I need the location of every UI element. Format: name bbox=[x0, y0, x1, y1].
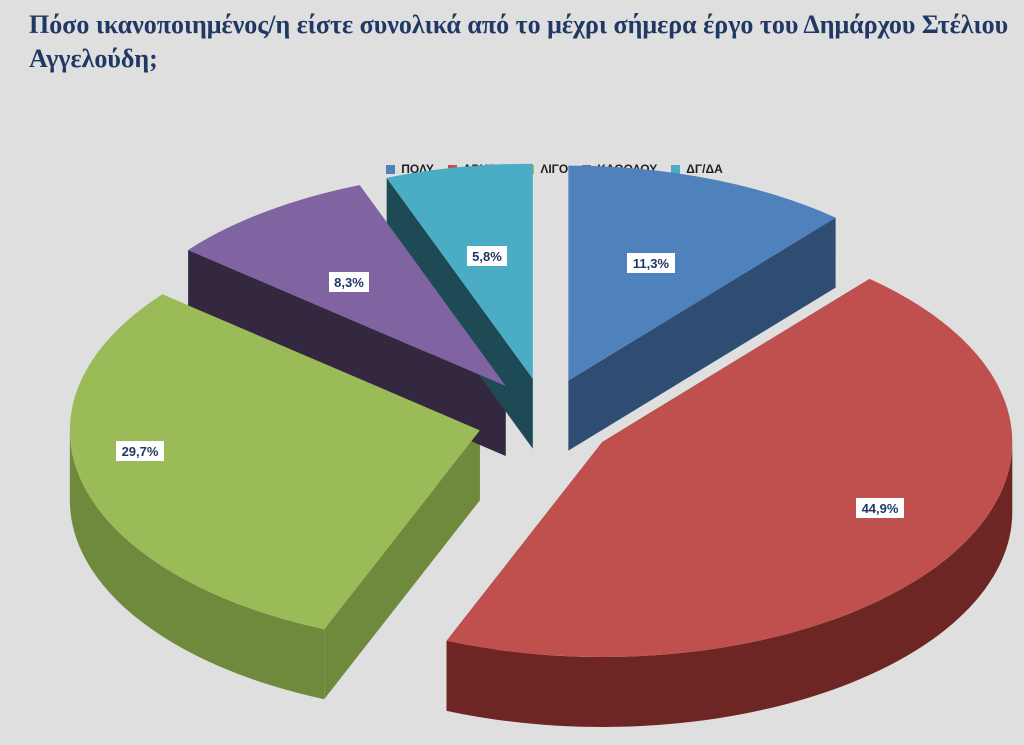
data-label: 5,8% bbox=[472, 249, 502, 264]
data-label-box bbox=[467, 246, 507, 266]
data-labels: 11,3% 44,9% 29,7% 8,3% 5,8% bbox=[116, 246, 904, 518]
data-label-box bbox=[627, 253, 675, 273]
pie-slice bbox=[386, 163, 533, 379]
legend-swatch bbox=[671, 164, 681, 174]
slice-wall bbox=[324, 430, 480, 700]
chart-title: Πόσο ικανοποιημένος/η είστε συνολικά από… bbox=[29, 10, 1009, 73]
slice-side bbox=[446, 441, 1013, 727]
pie-slice bbox=[568, 165, 836, 381]
legend-swatch bbox=[386, 164, 396, 174]
data-label: 11,3% bbox=[633, 256, 670, 271]
legend-item-dgda: ΔΓ/ΔΑ bbox=[671, 162, 723, 176]
slice-side bbox=[69, 430, 325, 700]
data-label: 44,9% bbox=[862, 501, 899, 516]
data-label: 8,3% bbox=[334, 275, 364, 290]
slice-tops bbox=[69, 163, 1013, 657]
slice-wall bbox=[568, 217, 836, 451]
pie-slice bbox=[446, 278, 1013, 657]
pie-slice bbox=[69, 294, 480, 630]
legend-label: ΔΓ/ΔΑ bbox=[686, 162, 723, 176]
data-label-box bbox=[329, 272, 369, 292]
slice-wall bbox=[188, 249, 506, 456]
legend-label: ΛΙΓΟ bbox=[540, 162, 569, 176]
data-label-box bbox=[116, 441, 164, 461]
data-label: 29,7% bbox=[122, 444, 159, 459]
data-label-box bbox=[856, 498, 904, 518]
